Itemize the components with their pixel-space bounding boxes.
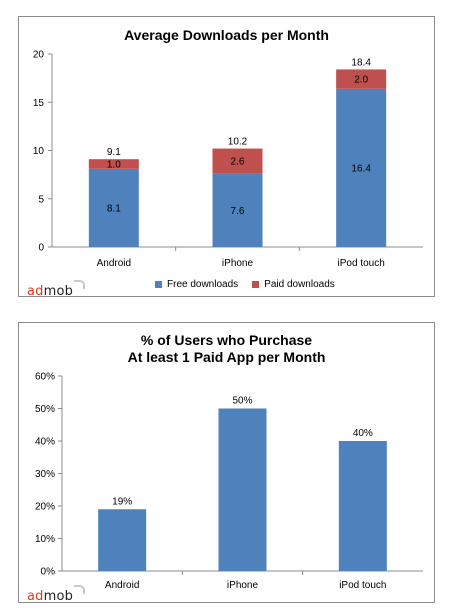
bar-paid-downloads: [88, 159, 139, 169]
bar-value-label: 50%: [232, 396, 252, 407]
chart-title: % of Users who Purchase At least 1 Paid …: [19, 332, 434, 366]
logo-mark-icon: [74, 280, 86, 289]
bar-free-downloads: [336, 88, 387, 248]
bar-total-label: 18.4: [351, 57, 371, 68]
y-tick-label: 60%: [35, 372, 55, 383]
bar-purchase-share: [338, 441, 387, 571]
downloads-chart-panel: Average Downloads per Month 0 5 10 15 20 Andr…: [18, 16, 435, 299]
bar-total-label: 9.1: [107, 147, 121, 158]
bar-value-label: 2.0: [354, 75, 368, 86]
bar-value-label: 1.0: [107, 160, 121, 171]
y-tick-label: 0%: [41, 567, 56, 578]
chart-title: Average Downloads per Month: [124, 27, 329, 43]
y-tick-label: 20%: [35, 502, 55, 513]
chart-title-line-1: % of Users who Purchase: [140, 332, 313, 348]
y-tick-label: 0: [38, 243, 44, 254]
y-tick-label: 10%: [35, 534, 55, 545]
x-category-label: iPod touch: [339, 580, 386, 591]
bar-paid-downloads: [336, 69, 387, 89]
legend-label-free: Free downloads: [167, 279, 239, 290]
bar-total-label: 10.2: [228, 137, 248, 148]
bar-value-label: 8.1: [107, 203, 121, 214]
admob-logo: admob: [27, 585, 86, 604]
legend: Free downloads Paid downloads: [155, 279, 335, 290]
logo-text-ad: ad: [27, 284, 44, 299]
x-category-label: iPod touch: [338, 258, 385, 269]
bar-value-label: 40%: [353, 428, 373, 439]
y-tick-label: 5: [38, 194, 44, 205]
legend-item-paid: Paid downloads: [252, 279, 335, 290]
bar-value-label: 2.6: [231, 157, 245, 168]
y-tick-label: 15: [33, 98, 45, 109]
bar-free-downloads: [212, 173, 263, 247]
chart-title-line-2: At least 1 Paid App per Month: [127, 349, 326, 365]
y-tick-label: 40%: [35, 437, 55, 448]
bar-paid-downloads: [212, 148, 263, 174]
legend-swatch-free: [155, 281, 162, 288]
purchase-chart-panel: % of Users who Purchase At least 1 Paid …: [18, 322, 435, 604]
y-tick-label: 20: [33, 50, 45, 61]
bar-value-label: 19%: [112, 496, 132, 507]
downloads-chart: 0 5 10 15 20 Android iPhone iPod touch 8.1 1.0 9.1…: [33, 50, 423, 269]
x-category-label: iPhone: [227, 580, 259, 591]
bar-value-label: 16.4: [351, 163, 371, 174]
y-tick-label: 10: [33, 146, 45, 157]
y-tick-label: 30%: [35, 469, 55, 480]
legend-swatch-paid: [252, 281, 260, 288]
logo-text-mob: mob: [43, 284, 74, 299]
admob-logo: admob: [27, 280, 86, 299]
legend-label-paid: Paid downloads: [264, 279, 335, 290]
x-category-label: Android: [97, 258, 131, 269]
bar-free-downloads: [88, 168, 139, 247]
purchase-chart: 0% 10% 20% 30% 40% 50% 60% Android iPhone iPod to…: [35, 372, 423, 591]
bar-purchase-share: [218, 408, 267, 571]
logo-mark-icon: [74, 585, 86, 594]
logo-text-ad: ad: [27, 589, 44, 604]
legend-item-free: Free downloads: [155, 279, 238, 290]
bar-purchase-share: [98, 509, 147, 571]
x-category-label: iPhone: [222, 258, 254, 269]
bar-value-label: 7.6: [231, 206, 245, 217]
x-category-label: Android: [105, 580, 139, 591]
y-tick-label: 50%: [35, 404, 55, 415]
logo-text-mob: mob: [43, 589, 74, 604]
